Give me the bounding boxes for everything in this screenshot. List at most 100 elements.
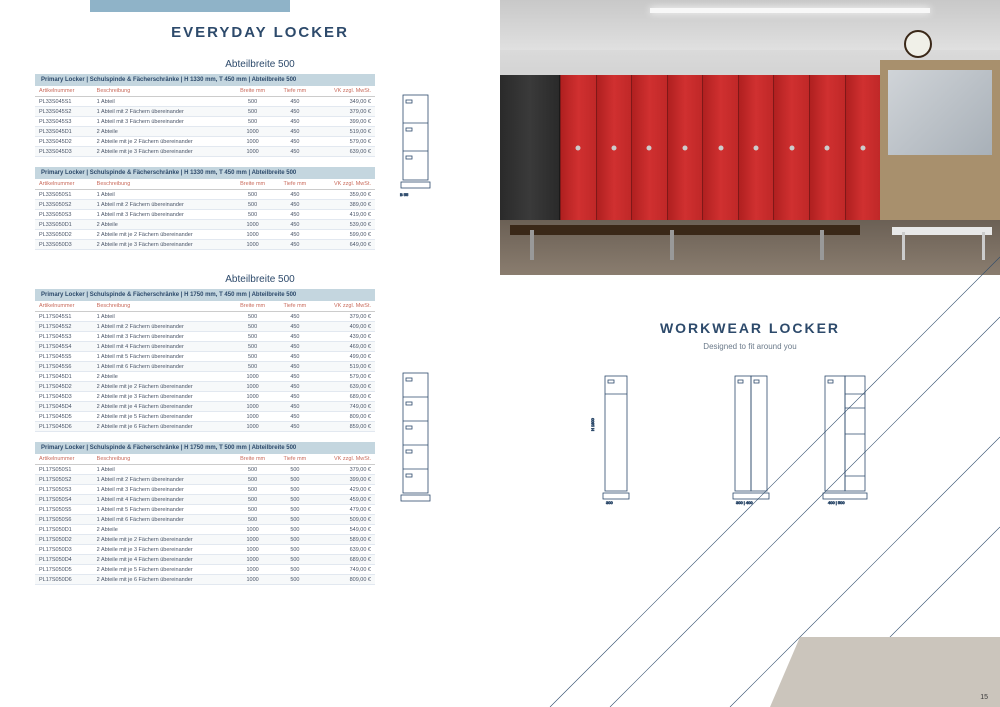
cell: 500 <box>231 210 275 220</box>
cell: 2 Abteile mit je 3 Fächern übereinander <box>93 240 231 250</box>
cell: PL17S050D3 <box>35 545 93 555</box>
table-2: Primary Locker | Schulspinde & Fächersch… <box>35 167 375 250</box>
cell: PL33S045D3 <box>35 147 93 157</box>
cell: 1000 <box>231 240 275 250</box>
table-row: PL17S045D62 Abteile mit je 6 Fächern übe… <box>35 422 375 432</box>
cell: 429,00 € <box>315 485 375 495</box>
table-row: PL33S045D32 Abteile mit je 3 Fächern übe… <box>35 147 375 157</box>
cell: 509,00 € <box>315 515 375 525</box>
col-header: Tiefe mm <box>275 86 316 97</box>
cell: 549,00 € <box>315 525 375 535</box>
cell: 1000 <box>231 220 275 230</box>
subtitle-2: Abteilbreite 500 <box>35 274 485 285</box>
cell: 500 <box>275 565 316 575</box>
cell: 1 Abteil mit 3 Fächern übereinander <box>93 485 231 495</box>
table-row: PL17S050S51 Abteil mit 5 Fächern überein… <box>35 505 375 515</box>
cell: PL17S050D2 <box>35 535 93 545</box>
workwear-title: WORKWEAR LOCKER <box>530 320 970 336</box>
cell: PL17S050D4 <box>35 555 93 565</box>
table-row: PL17S050D32 Abteile mit je 3 Fächern übe… <box>35 545 375 555</box>
cell: 499,00 € <box>315 352 375 362</box>
cell: PL17S050S4 <box>35 495 93 505</box>
cell: 2 Abteile <box>93 127 231 137</box>
cell: 579,00 € <box>315 372 375 382</box>
cell: 689,00 € <box>315 392 375 402</box>
cell: PL33S050S3 <box>35 210 93 220</box>
cell: PL17S050S3 <box>35 485 93 495</box>
cell: 500 <box>275 555 316 565</box>
cell: 1000 <box>231 137 275 147</box>
cell: 450 <box>275 332 316 342</box>
cell: 2 Abteile <box>93 525 231 535</box>
col-header: VK zzgl. MwSt. <box>315 179 375 190</box>
svg-text:400 | 500: 400 | 500 <box>828 500 845 505</box>
cell: 379,00 € <box>315 312 375 322</box>
cell: PL33S050D2 <box>35 230 93 240</box>
cell: PL17S050D6 <box>35 575 93 585</box>
cell: 450 <box>275 240 316 250</box>
cell: 1 Abteil mit 3 Fächern übereinander <box>93 117 231 127</box>
cell: 1 Abteil mit 2 Fächern übereinander <box>93 475 231 485</box>
cell: 450 <box>275 200 316 210</box>
cell: PL33S050S1 <box>35 190 93 200</box>
cell: PL33S045D1 <box>35 127 93 137</box>
cell: 579,00 € <box>315 137 375 147</box>
cell: PL17S045D1 <box>35 372 93 382</box>
cell: 500 <box>231 107 275 117</box>
col-header: Artikelnummer <box>35 301 93 312</box>
cell: 2 Abteile mit je 5 Fächern übereinander <box>93 565 231 575</box>
table-row: PL17S050D52 Abteile mit je 5 Fächern übe… <box>35 565 375 575</box>
cell: 450 <box>275 412 316 422</box>
cell: 500 <box>231 515 275 525</box>
cell: PL17S045S6 <box>35 362 93 372</box>
cell: 749,00 € <box>315 565 375 575</box>
cell: 409,00 € <box>315 322 375 332</box>
workwear-subtitle: Designed to fit around you <box>530 342 970 351</box>
cell: 500 <box>231 362 275 372</box>
cell: PL17S050S5 <box>35 505 93 515</box>
cell: PL33S045S1 <box>35 97 93 107</box>
cell: 500 <box>275 475 316 485</box>
workwear-section: WORKWEAR LOCKER Designed to fit around y… <box>500 300 1000 536</box>
svg-text:B 55: B 55 <box>400 192 409 197</box>
col-header: Beschreibung <box>93 454 231 465</box>
cell: 450 <box>275 382 316 392</box>
table-3: Primary Locker | Schulspinde & Fächersch… <box>35 289 375 432</box>
cell: 639,00 € <box>315 382 375 392</box>
col-header: Beschreibung <box>93 301 231 312</box>
col-header: Tiefe mm <box>275 454 316 465</box>
cell: 359,00 € <box>315 190 375 200</box>
cell: 1000 <box>231 525 275 535</box>
table-row: PL17S045D42 Abteile mit je 4 Fächern übe… <box>35 402 375 412</box>
cell: 2 Abteile <box>93 372 231 382</box>
cell: 450 <box>275 210 316 220</box>
cell: PL33S045D2 <box>35 137 93 147</box>
cell: 450 <box>275 322 316 332</box>
cell: 519,00 € <box>315 127 375 137</box>
table-caption: Primary Locker | Schulspinde & Fächersch… <box>35 289 375 301</box>
table-row: PL17S050D12 Abteile1000500549,00 € <box>35 525 375 535</box>
cell: 500 <box>231 190 275 200</box>
cell: 809,00 € <box>315 575 375 585</box>
cell: 2 Abteile mit je 3 Fächern übereinander <box>93 147 231 157</box>
cell: 450 <box>275 107 316 117</box>
col-header: Breite mm <box>231 301 275 312</box>
cell: 450 <box>275 190 316 200</box>
table-row: PL33S050D22 Abteile mit je 2 Fächern übe… <box>35 230 375 240</box>
cell: PL17S045S3 <box>35 332 93 342</box>
cell: 519,00 € <box>315 362 375 372</box>
svg-text:H 1800: H 1800 <box>590 417 595 431</box>
cell: 1 Abteil <box>93 312 231 322</box>
cell: 2 Abteile mit je 2 Fächern übereinander <box>93 137 231 147</box>
col-header: Beschreibung <box>93 86 231 97</box>
locker-diagram-1: B 55 <box>398 90 438 200</box>
cell: 649,00 € <box>315 240 375 250</box>
table-row: PL17S050S21 Abteil mit 2 Fächern überein… <box>35 475 375 485</box>
cell: 500 <box>275 545 316 555</box>
col-header: VK zzgl. MwSt. <box>315 301 375 312</box>
cell: 1 Abteil mit 6 Fächern übereinander <box>93 515 231 525</box>
locker-room-photo <box>500 0 1000 275</box>
col-header: Artikelnummer <box>35 179 93 190</box>
cell: 1000 <box>231 392 275 402</box>
right-column: WORKWEAR LOCKER Designed to fit around y… <box>500 0 1000 707</box>
